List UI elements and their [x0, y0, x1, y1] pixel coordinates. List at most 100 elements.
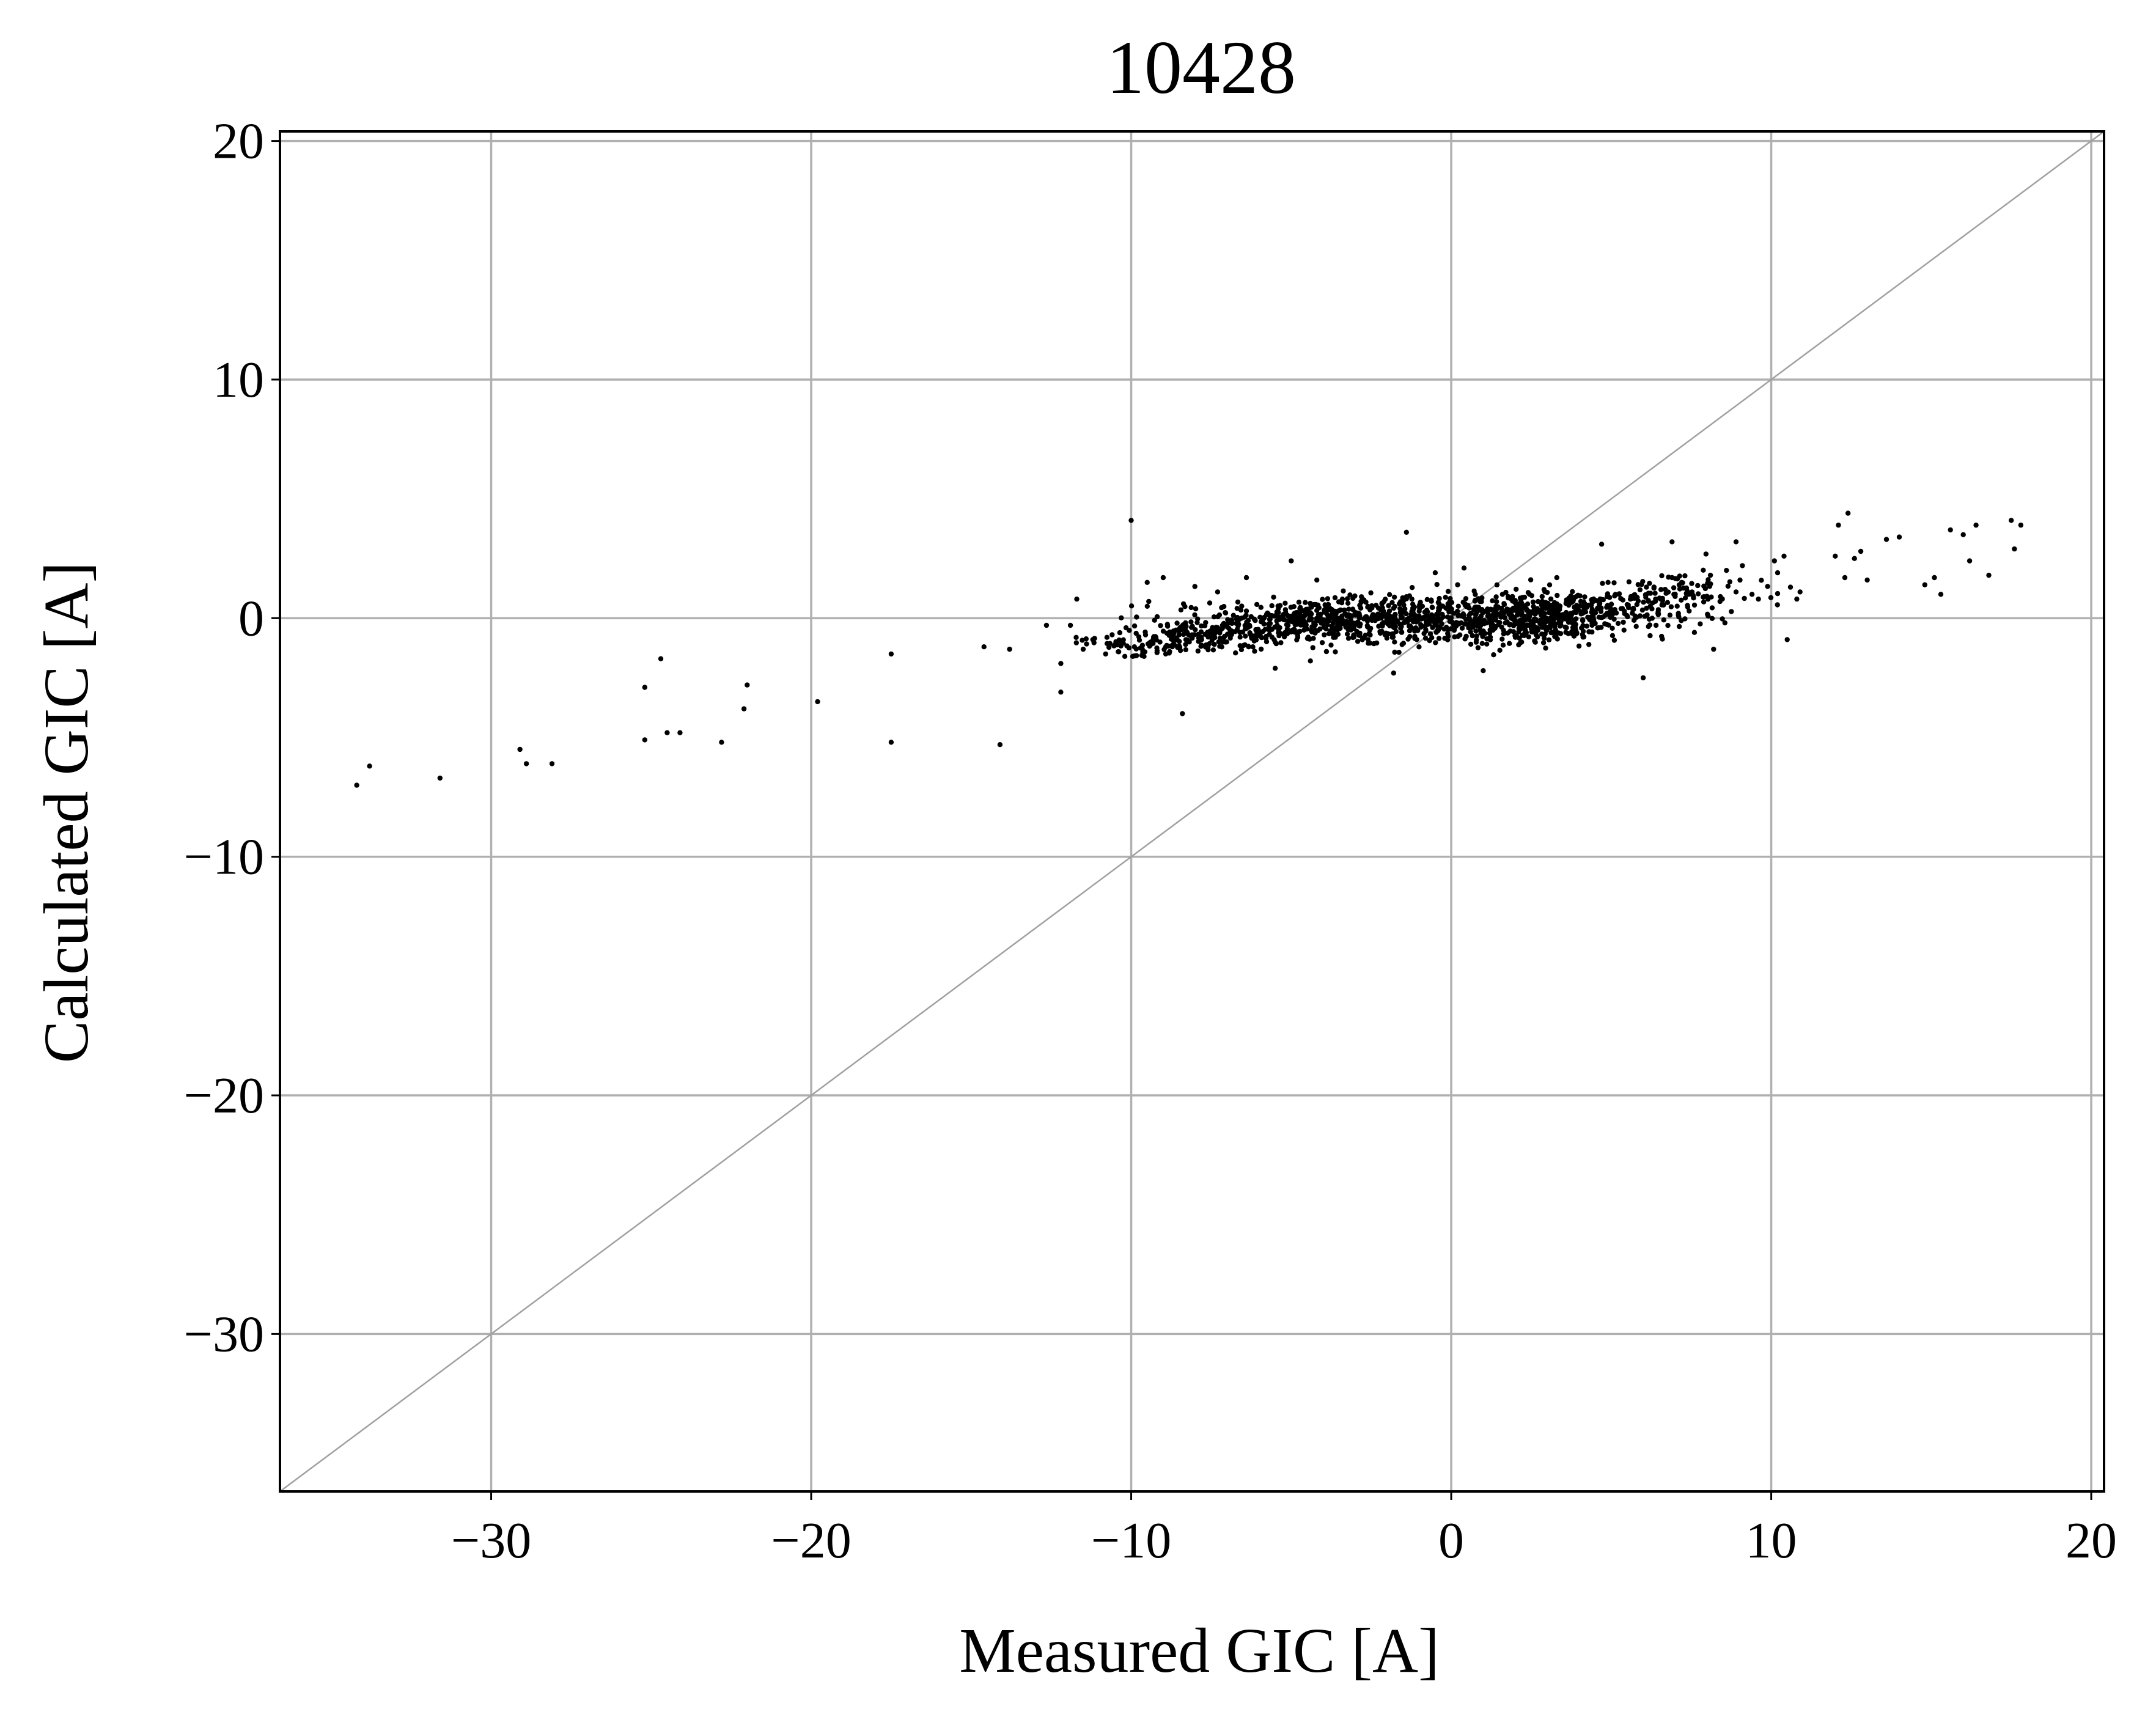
- data-point: [1676, 623, 1682, 630]
- data-point: [1473, 605, 1479, 610]
- data-point: [1647, 633, 1653, 639]
- data-point: [1733, 539, 1739, 545]
- data-point: [1666, 575, 1671, 580]
- data-point: [1301, 618, 1306, 623]
- data-point: [1178, 607, 1184, 612]
- data-point: [1220, 639, 1226, 645]
- data-point: [1432, 570, 1438, 576]
- data-point: [1548, 630, 1554, 636]
- data-point: [1644, 605, 1649, 611]
- data-point: [1391, 605, 1397, 611]
- data-point: [1554, 592, 1560, 598]
- data-point: [1604, 622, 1610, 627]
- data-point: [1266, 621, 1271, 627]
- data-point: [1546, 637, 1552, 643]
- data-point: [1704, 594, 1710, 599]
- data-point: [1554, 575, 1559, 581]
- data-point: [1495, 606, 1500, 611]
- data-point: [1581, 599, 1586, 605]
- data-point: [1565, 619, 1572, 625]
- data-point: [1653, 622, 1659, 628]
- data-point: [745, 682, 750, 688]
- data-point: [1220, 625, 1225, 631]
- data-point: [1182, 604, 1188, 609]
- data-point: [1724, 568, 1729, 573]
- data-point: [1448, 626, 1454, 631]
- data-point: [1131, 623, 1138, 629]
- data-point: [1499, 611, 1506, 617]
- data-point: [1452, 634, 1457, 640]
- data-point: [1439, 621, 1444, 627]
- data-point: [1202, 623, 1208, 628]
- data-point: [1253, 636, 1258, 642]
- data-point: [1672, 576, 1678, 581]
- data-point: [1207, 600, 1213, 606]
- data-point: [1534, 606, 1540, 611]
- data-point: [1171, 632, 1176, 638]
- data-point: [1756, 596, 1761, 602]
- data-point: [1323, 626, 1329, 632]
- data-point: [1435, 600, 1441, 605]
- data-point: [1421, 614, 1427, 620]
- data-point: [1787, 584, 1794, 590]
- data-point: [1336, 608, 1342, 614]
- data-point: [1382, 613, 1388, 619]
- data-point: [1608, 614, 1613, 620]
- data-point: [1633, 623, 1639, 629]
- data-point: [1177, 648, 1183, 653]
- data-point: [1592, 620, 1598, 627]
- data-point: [1535, 598, 1541, 605]
- data-point: [1529, 593, 1534, 598]
- data-point: [1797, 589, 1803, 595]
- data-point: [1323, 620, 1329, 625]
- data-point: [1404, 529, 1409, 535]
- data-point: [1510, 629, 1517, 634]
- data-point: [1775, 570, 1781, 576]
- data-point: [1682, 595, 1688, 601]
- data-point: [1611, 638, 1617, 643]
- data-point: [1443, 605, 1449, 611]
- data-point: [1474, 619, 1479, 625]
- data-point: [1463, 596, 1469, 601]
- data-point: [1257, 614, 1263, 620]
- y-tick-label: 0: [238, 590, 264, 647]
- data-point: [1429, 635, 1435, 641]
- data-point: [1842, 575, 1848, 581]
- data-point: [1691, 602, 1698, 608]
- data-point: [1332, 595, 1338, 600]
- data-point: [1294, 622, 1300, 627]
- x-tick-label: −20: [771, 1512, 851, 1569]
- data-point: [1272, 624, 1278, 630]
- x-axis-label: Measured GIC [A]: [959, 1616, 1440, 1686]
- data-point: [1497, 647, 1503, 653]
- data-point: [1463, 604, 1470, 609]
- data-point: [1680, 585, 1686, 591]
- data-point: [1183, 642, 1188, 647]
- data-point: [1547, 623, 1553, 628]
- data-point: [1658, 587, 1664, 592]
- data-point: [1114, 642, 1120, 648]
- data-point: [1608, 601, 1614, 607]
- data-point: [1401, 602, 1407, 608]
- data-point: [1568, 593, 1573, 599]
- data-point: [1203, 642, 1209, 648]
- data-point: [677, 730, 683, 735]
- data-point: [1319, 620, 1324, 626]
- data-point: [1344, 619, 1349, 624]
- data-point: [1335, 631, 1341, 637]
- data-point: [1418, 624, 1424, 630]
- data-point: [1211, 614, 1217, 620]
- data-point: [1539, 631, 1545, 637]
- data-point: [1423, 627, 1429, 633]
- data-point: [1551, 620, 1558, 627]
- data-point: [1134, 614, 1139, 620]
- data-point: [1619, 606, 1625, 611]
- data-point: [1858, 548, 1864, 554]
- data-point: [1864, 577, 1870, 583]
- data-point: [1163, 651, 1169, 657]
- data-point: [1368, 625, 1374, 631]
- data-point: [1586, 642, 1592, 647]
- data-point: [741, 706, 747, 711]
- data-point: [2018, 522, 2024, 528]
